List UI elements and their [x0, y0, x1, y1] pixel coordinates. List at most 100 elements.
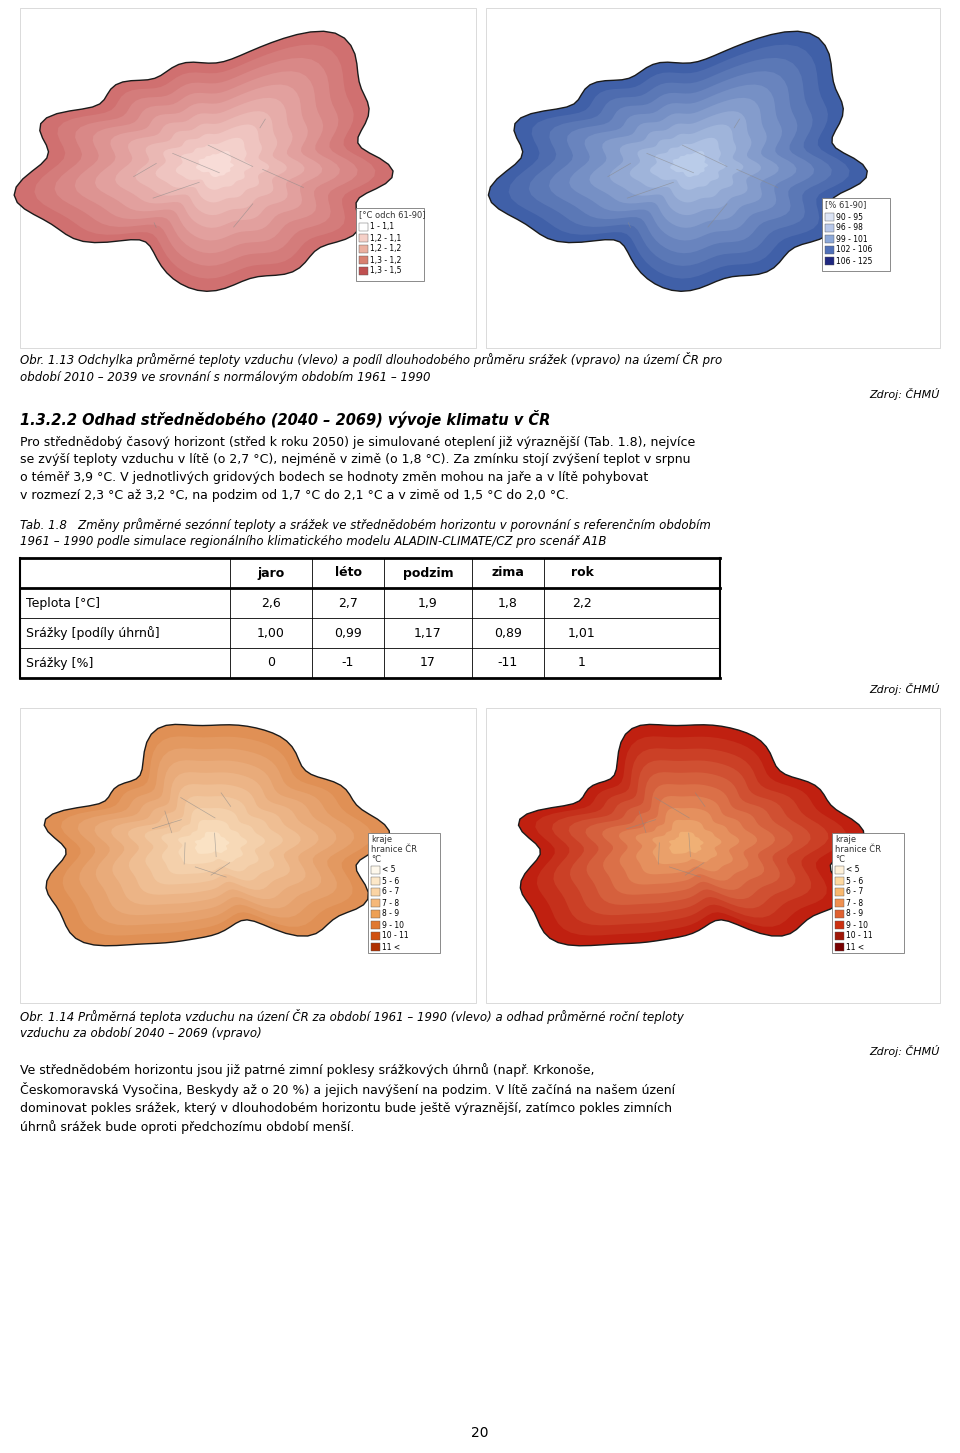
Text: Zdroj: ČHMÚ: Zdroj: ČHMÚ [870, 388, 940, 400]
Text: [°C odch 61-90]: [°C odch 61-90] [359, 211, 425, 219]
Text: 2,7: 2,7 [338, 597, 358, 609]
Bar [371, 866, 380, 875]
Polygon shape [586, 772, 793, 905]
Text: < 5: < 5 [382, 866, 396, 875]
Bar [822, 198, 890, 272]
Bar [825, 257, 834, 264]
Bar [368, 833, 440, 953]
Polygon shape [509, 45, 850, 279]
Polygon shape [156, 125, 269, 202]
Text: 7 - 8: 7 - 8 [382, 898, 399, 908]
Polygon shape [75, 71, 340, 253]
Text: 1,8: 1,8 [498, 597, 518, 609]
Text: Obr. 1.13 Odchylka průměrné teploty vzduchu (vlevo) a podíl dlouhodobého průměru: Obr. 1.13 Odchylka průměrné teploty vzdu… [20, 352, 722, 384]
Polygon shape [78, 748, 354, 926]
Polygon shape [14, 32, 393, 291]
Text: podzim: podzim [402, 567, 453, 580]
Text: 1,01: 1,01 [568, 626, 596, 639]
Text: kraje: kraje [835, 835, 856, 844]
Polygon shape [196, 151, 234, 177]
Text: 6 - 7: 6 - 7 [846, 888, 863, 897]
Polygon shape [536, 737, 847, 936]
Polygon shape [589, 97, 779, 228]
Text: 11 <: 11 < [846, 943, 864, 952]
Polygon shape [44, 725, 390, 946]
Polygon shape [610, 110, 761, 215]
Text: 106 - 125: 106 - 125 [836, 257, 873, 266]
Polygon shape [569, 84, 797, 241]
Text: 90 - 95: 90 - 95 [836, 212, 863, 221]
Bar [371, 921, 380, 928]
Text: 8 - 9: 8 - 9 [846, 910, 863, 918]
Text: Ve střednědobém horizontu jsou již patrné zimní poklesy srážkových úhrnů (např. : Ve střednědobém horizontu jsou již patrn… [20, 1064, 675, 1133]
Bar [356, 208, 424, 280]
Text: hranice ČR: hranice ČR [835, 846, 881, 854]
Polygon shape [35, 45, 375, 279]
Polygon shape [135, 110, 287, 215]
Bar [371, 899, 380, 907]
Bar [371, 910, 380, 918]
Text: 20: 20 [471, 1425, 489, 1440]
Text: 99 - 101: 99 - 101 [836, 234, 868, 244]
Text: 1,3 - 1,5: 1,3 - 1,5 [370, 266, 401, 276]
Polygon shape [652, 819, 721, 865]
Polygon shape [602, 785, 775, 895]
Text: Pro střednědobý časový horizont (střed k roku 2050) je simulované oteplení již v: Pro střednědobý časový horizont (střed k… [20, 436, 695, 501]
Bar [359, 267, 368, 275]
Bar [359, 256, 368, 264]
Polygon shape [529, 58, 832, 266]
Polygon shape [195, 831, 229, 854]
Text: 9 - 10: 9 - 10 [382, 921, 404, 930]
Text: 10 - 11: 10 - 11 [382, 931, 409, 940]
Bar [835, 866, 844, 875]
Polygon shape [518, 725, 864, 946]
Text: Srážky [podíly úhrnů]: Srážky [podíly úhrnů] [26, 626, 159, 639]
Text: 17: 17 [420, 657, 436, 670]
Text: léto: léto [334, 567, 362, 580]
Bar [825, 235, 834, 243]
Text: Teplota [°C]: Teplota [°C] [26, 597, 100, 609]
Bar [832, 833, 904, 953]
Text: hranice ČR: hranice ČR [371, 846, 417, 854]
Text: 2,6: 2,6 [261, 597, 281, 609]
Polygon shape [61, 737, 372, 936]
Text: 1.3.2.2 Odhad střednědobého (2040 – 2069) vývoje klimatu v ČR: 1.3.2.2 Odhad střednědobého (2040 – 2069… [20, 410, 550, 429]
Text: 102 - 106: 102 - 106 [836, 246, 873, 254]
Text: 96 - 98: 96 - 98 [836, 224, 863, 232]
Bar [825, 224, 834, 232]
Text: 5 - 6: 5 - 6 [382, 876, 399, 885]
Text: 0,99: 0,99 [334, 626, 362, 639]
Text: Zdroj: ČHMÚ: Zdroj: ČHMÚ [870, 1045, 940, 1056]
Polygon shape [619, 796, 757, 885]
Text: °C: °C [371, 854, 381, 865]
Bar [835, 931, 844, 940]
Text: 1,00: 1,00 [257, 626, 285, 639]
Polygon shape [549, 71, 814, 253]
Bar [371, 931, 380, 940]
Text: -1: -1 [342, 657, 354, 670]
Text: 10 - 11: 10 - 11 [846, 931, 873, 940]
Text: 1,17: 1,17 [414, 626, 442, 639]
Text: Tab. 1.8   Změny průměrné sezónní teploty a srážek ve střednědobém horizontu v p: Tab. 1.8 Změny průměrné sezónní teploty … [20, 519, 710, 548]
Bar [825, 246, 834, 254]
Bar [835, 943, 844, 952]
Bar [371, 878, 380, 885]
Polygon shape [552, 748, 828, 926]
Polygon shape [94, 760, 336, 915]
Polygon shape [95, 84, 323, 241]
Text: 1,9: 1,9 [419, 597, 438, 609]
Polygon shape [636, 808, 739, 875]
Bar [835, 878, 844, 885]
Bar [359, 246, 368, 253]
Bar [359, 222, 368, 231]
Polygon shape [650, 138, 726, 190]
Bar [20, 9, 476, 349]
Bar [20, 708, 476, 1003]
Polygon shape [489, 32, 867, 291]
Text: °C: °C [835, 854, 845, 865]
Text: 6 - 7: 6 - 7 [382, 888, 399, 897]
Bar [486, 9, 940, 349]
Polygon shape [128, 785, 300, 895]
Polygon shape [670, 151, 708, 177]
Polygon shape [145, 796, 283, 885]
